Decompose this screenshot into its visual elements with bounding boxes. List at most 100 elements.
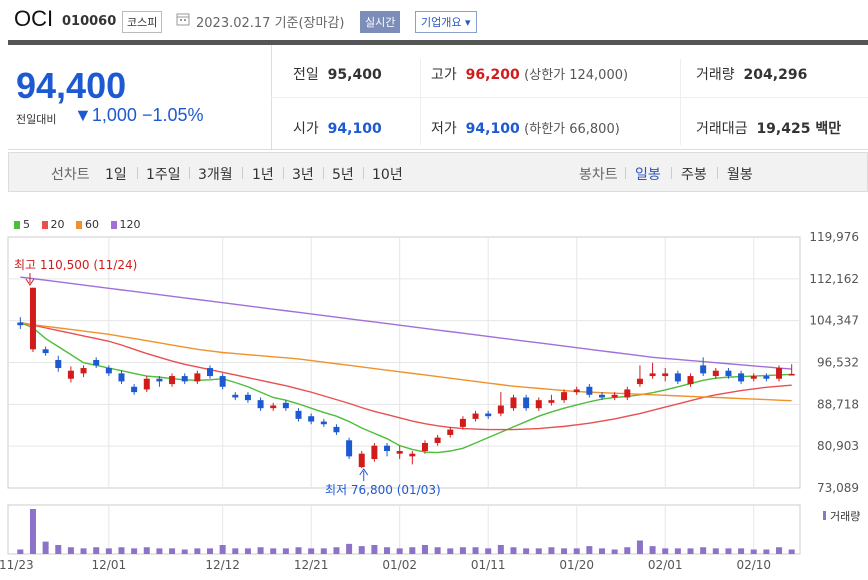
tab-divider [137,167,138,179]
x-tick-label: 01/20 [559,558,594,572]
volume-bar [725,548,732,554]
x-tick-label: 12/12 [205,558,240,572]
volume-bar [105,548,112,554]
candle-chart-label: 봉차트 [579,167,618,183]
candle-body [308,416,315,422]
legend-ma60: 60 [76,218,99,231]
volume-bar [282,548,289,554]
volume-bar [674,548,681,554]
tab-3y[interactable]: 3년 [292,167,314,183]
stock-code: 010060 [62,14,117,29]
volume-bar [788,549,795,554]
candle-body [232,394,239,398]
candle-body [17,322,24,326]
volume: 거래량 204,296 [696,64,807,84]
tab-1d[interactable]: 1일 [105,167,127,183]
realtime-button[interactable]: 실시간 [360,11,401,33]
y-tick-label: 96,532 [817,356,859,370]
candle-body [611,394,618,398]
volume-bar [712,548,719,554]
tab-monthly[interactable]: 월봉 [727,167,753,183]
volume-bar [131,548,138,554]
volume-bar [573,548,580,554]
candle-body [510,397,517,409]
tab-divider [323,167,324,179]
volume-bar [472,547,479,554]
candle-body [346,440,353,457]
candle-body [548,400,555,403]
volume-bar [586,546,593,554]
candle-body [776,368,783,379]
x-tick-label: 02/01 [648,558,683,572]
candle-body [624,389,631,398]
prev-close: 전일 95,400 [293,64,382,84]
candle-body [561,392,568,401]
x-tick-label: 02/10 [736,558,771,572]
volume-bar [194,548,201,554]
volume-bar [207,548,213,554]
ma-legend: 5 20 60 120 [14,218,149,231]
company-info-dropdown[interactable]: 기업개요 ▾ [415,11,477,33]
low: 저가 94,100 (하한가 66,800) [431,118,620,138]
tab-divider [242,167,243,179]
legend-ma120: 120 [110,218,141,231]
volume-bar [523,548,530,554]
volume-bar [396,548,403,554]
prev-close-label: 전일 [293,67,319,83]
legend-ma5-label: 5 [23,218,30,231]
volume-bar [687,548,694,554]
min-annotation: 최저 76,800 (01/03) [325,483,441,497]
prev-close-value: 95,400 [327,67,382,83]
chart-tabs: 선차트 1일 1주일 3개월 1년 3년 5년 10년 봉차트 일봉 주봉 월봉 [8,152,868,192]
candle-body [447,429,454,435]
candle-body [459,418,466,427]
volume-bar [535,548,542,554]
candle-body [409,453,416,457]
volume-bar [371,545,378,554]
candle-body [674,373,681,382]
min-arrow-head [359,468,369,476]
volume-bar [459,547,466,554]
candle-body [244,394,251,401]
low-label: 저가 [431,121,457,137]
legend-ma60-label: 60 [85,218,99,231]
volume-label: 거래량 [696,67,735,83]
as-of-date: 2023.02.17 기준(장마감) [196,16,345,31]
candle-body [143,378,150,390]
candle-body [333,426,340,433]
tab-weekly[interactable]: 주봉 [681,167,707,183]
line-chart-label: 선차트 [51,167,90,183]
tab-3m[interactable]: 3개월 [198,167,233,183]
tab-1w[interactable]: 1주일 [146,167,181,183]
y-tick-label: 119,976 [809,230,859,244]
tab-1y[interactable]: 1년 [252,167,274,183]
x-tick-label: 11/23 [0,558,34,572]
volume-bar [181,549,188,554]
tab-5y[interactable]: 5년 [332,167,354,183]
candle-body [586,386,593,395]
candle-body [29,287,36,350]
volume-bar [409,547,416,554]
high: 고가 96,200 (상한가 124,000) [431,64,628,84]
candle-body [320,421,327,425]
volume-bar [270,548,277,554]
y-tick-label: 80,903 [817,439,859,453]
candle-body [712,370,719,377]
volume-bar [750,549,757,554]
ma20-line [20,321,792,431]
volume-bar [776,547,783,554]
candle-body [93,359,100,366]
tab-daily[interactable]: 일봉 [635,167,661,183]
candle-body [523,397,530,409]
volume-bar [636,540,643,554]
candle-body [105,368,112,374]
candle-body [181,376,188,382]
change-label: 전일대비 [16,113,57,126]
stock-name: OCI [14,6,54,31]
tab-10y[interactable]: 10년 [372,167,403,183]
legend-ma120-label: 120 [119,218,141,231]
volume-bar [244,548,251,554]
candle-body [194,373,201,382]
volume-bar [738,548,745,554]
candle-body [42,349,49,354]
